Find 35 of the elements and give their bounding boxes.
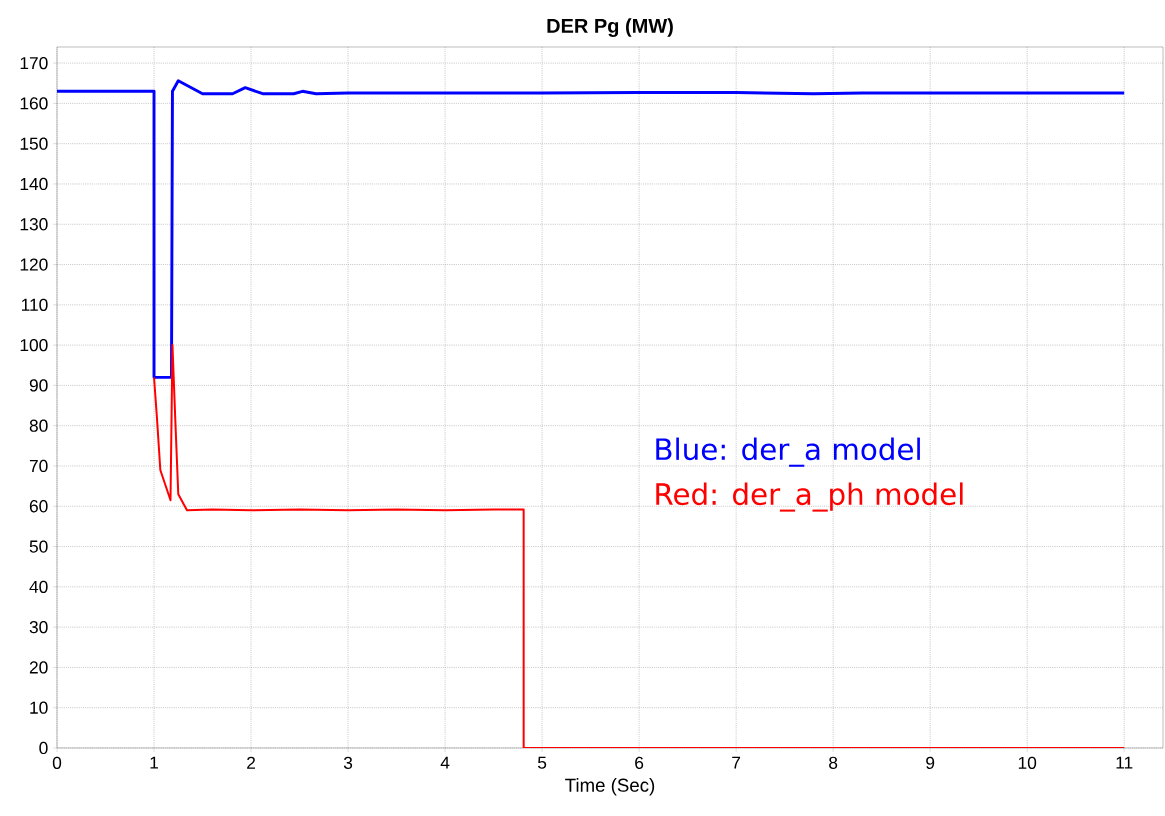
line-series [153,344,1126,748]
x-tick-label: 7 [732,756,741,769]
y-tick-label: 60 [29,500,48,513]
y-tick-label: 80 [29,419,48,432]
x-tick-label: 1 [150,756,159,769]
y-tick-label: 20 [29,661,48,674]
annotation: Red: der_a_ph model [656,482,963,512]
x-tick-label: 4 [440,756,450,769]
y-tick-label: 130 [20,218,48,231]
y-tick-label: 160 [20,97,48,110]
annotation: Blue: der_a model [656,437,920,467]
y-tick-label: 40 [29,580,48,593]
x-tick-label: 8 [829,756,838,769]
y-tick-label: 170 [20,56,48,70]
y-tick-label: 30 [29,620,48,634]
x-tick-label: 5 [537,756,547,769]
x-axis-title: Time (Sec) [565,778,655,796]
y-tick-label: 90 [29,379,48,392]
x-tick-label: 0 [52,756,62,769]
x-tick-label: 6 [635,756,644,769]
y-tick-label: 70 [29,459,48,473]
y-tick-label: 100 [20,338,48,352]
y-tick-label: 50 [29,540,48,553]
y-tick-label: 120 [20,258,48,271]
y-tick-label: 0 [39,741,48,755]
y-tick-label: 140 [20,177,48,191]
y-tick-label: 150 [20,137,48,150]
x-tick-label: 2 [247,756,255,769]
chart-title: DER Pg (MW) [547,18,673,37]
x-tick-label: 9 [926,756,935,769]
x-tick-label: 11 [1116,756,1133,769]
x-tick-label: 10 [1018,756,1037,769]
y-tick-label: 10 [30,701,48,714]
x-tick-label: 3 [343,756,353,769]
y-tick-label: 110 [21,298,48,311]
